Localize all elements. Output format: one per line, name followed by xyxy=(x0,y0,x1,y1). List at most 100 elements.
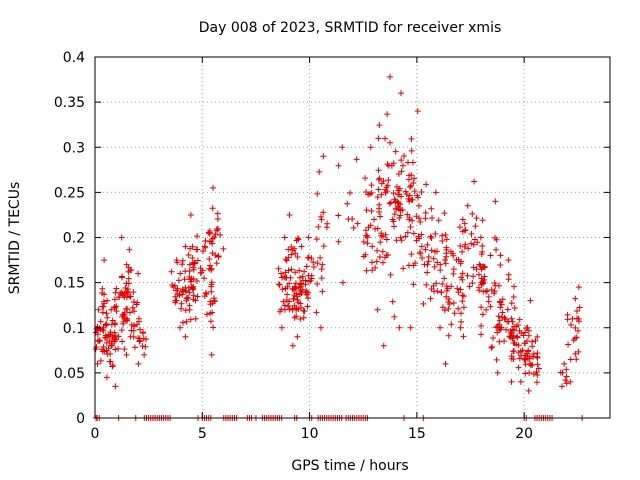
data-point xyxy=(92,346,99,353)
data-point xyxy=(303,288,310,295)
data-point xyxy=(168,268,175,275)
data-point xyxy=(533,369,540,376)
data-point xyxy=(476,287,483,294)
data-point xyxy=(457,324,464,331)
data-point xyxy=(406,192,413,199)
data-point xyxy=(123,305,130,312)
data-point xyxy=(379,259,386,266)
data-point xyxy=(469,210,476,217)
data-point xyxy=(362,227,369,234)
data-point xyxy=(565,341,572,348)
data-point xyxy=(211,297,218,304)
data-point xyxy=(293,290,300,297)
data-point xyxy=(301,308,308,315)
data-point xyxy=(189,243,196,250)
data-point xyxy=(130,289,137,296)
data-point xyxy=(399,162,406,169)
data-point xyxy=(183,297,190,304)
data-point xyxy=(442,231,449,238)
data-point xyxy=(139,330,146,337)
data-point xyxy=(525,327,532,334)
data-point xyxy=(470,273,477,280)
data-point xyxy=(295,236,302,243)
data-point xyxy=(128,266,135,273)
data-point xyxy=(534,361,541,368)
data-point xyxy=(200,248,207,255)
data-point xyxy=(202,237,209,244)
data-point xyxy=(499,309,506,316)
data-point xyxy=(465,245,472,252)
data-point xyxy=(515,321,522,328)
data-point xyxy=(389,298,396,305)
data-point xyxy=(202,289,209,296)
data-point xyxy=(104,297,111,304)
data-point xyxy=(567,378,574,385)
data-point xyxy=(562,377,569,384)
data-point xyxy=(215,225,222,232)
data-point xyxy=(492,282,499,289)
data-point xyxy=(494,369,501,376)
data-point xyxy=(318,216,325,223)
data-point xyxy=(347,190,354,197)
data-point xyxy=(457,243,464,250)
data-point xyxy=(391,313,398,320)
data-point xyxy=(275,281,282,288)
data-point xyxy=(207,262,214,269)
data-point xyxy=(179,319,186,326)
x-tick-label: 0 xyxy=(91,426,100,442)
data-point xyxy=(433,248,440,255)
data-point xyxy=(291,314,298,321)
data-point xyxy=(533,379,540,386)
data-point xyxy=(534,333,541,340)
data-point xyxy=(210,184,217,191)
data-point xyxy=(365,224,372,231)
data-point xyxy=(294,235,301,242)
data-point xyxy=(390,160,397,167)
data-point xyxy=(411,175,418,182)
data-point xyxy=(194,293,201,300)
data-point xyxy=(488,344,495,351)
data-point xyxy=(318,266,325,273)
data-point xyxy=(529,343,536,350)
data-point xyxy=(108,340,115,347)
data-point xyxy=(209,250,216,257)
data-point xyxy=(384,111,391,118)
data-point xyxy=(522,370,529,377)
y-tick-label: 0.15 xyxy=(54,276,85,292)
data-point xyxy=(439,237,446,244)
data-point xyxy=(194,246,201,253)
data-point xyxy=(289,342,296,349)
data-point xyxy=(430,282,437,289)
data-point xyxy=(186,302,193,309)
data-point xyxy=(415,233,422,240)
data-point xyxy=(459,276,466,283)
data-point xyxy=(400,265,407,272)
data-point xyxy=(179,257,186,264)
data-point xyxy=(573,356,580,363)
data-point xyxy=(479,243,486,250)
data-point xyxy=(298,304,305,311)
data-point xyxy=(450,270,457,277)
data-point xyxy=(368,189,375,196)
data-point xyxy=(472,223,479,230)
data-point xyxy=(468,230,475,237)
data-point xyxy=(185,251,192,258)
data-point xyxy=(487,303,494,310)
data-point xyxy=(98,346,105,353)
data-point xyxy=(433,280,440,287)
data-point xyxy=(387,271,394,278)
data-point xyxy=(297,316,304,323)
data-point xyxy=(113,308,120,315)
data-point xyxy=(360,238,367,245)
data-point xyxy=(572,324,579,331)
data-point xyxy=(141,351,148,358)
data-point xyxy=(415,202,422,209)
data-point xyxy=(179,261,186,268)
data-point xyxy=(292,269,299,276)
data-point xyxy=(460,293,467,300)
data-point xyxy=(375,135,382,142)
data-point xyxy=(283,297,290,304)
data-point xyxy=(439,280,446,287)
data-point xyxy=(396,324,403,331)
data-point xyxy=(111,329,118,336)
